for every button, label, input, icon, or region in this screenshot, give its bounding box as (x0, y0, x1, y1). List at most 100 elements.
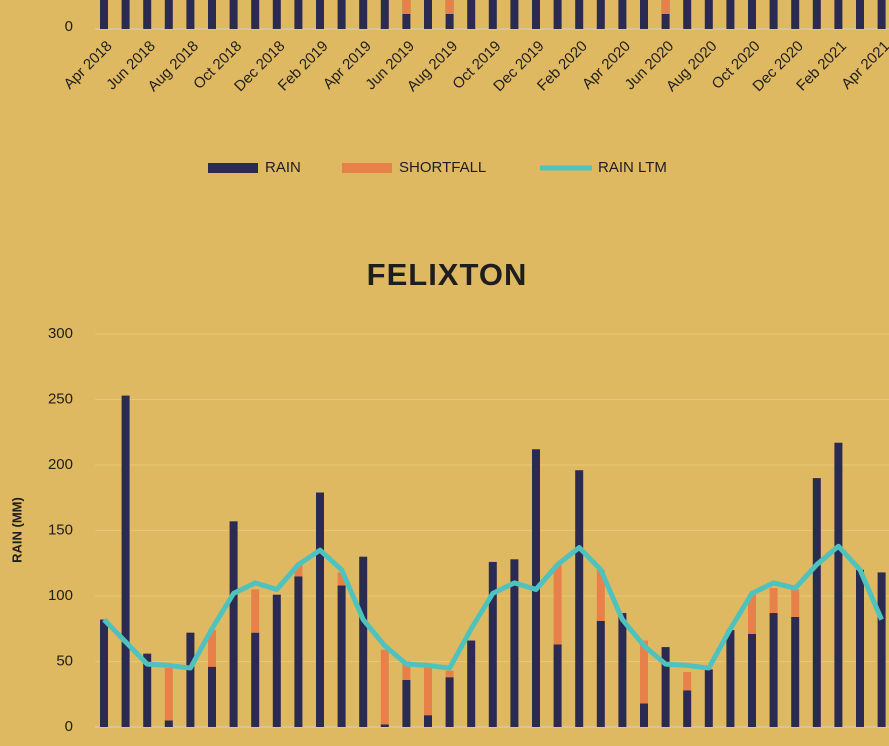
bar-stub (704, 0, 713, 29)
bar (445, 670, 454, 678)
bar-stub (726, 0, 735, 29)
y-tick-label: 0 (65, 18, 73, 35)
bar-stub (661, 0, 670, 14)
bar-stub (445, 0, 454, 29)
bar-stub (553, 0, 562, 29)
bar-stub (748, 0, 756, 29)
bar-stub (661, 0, 670, 29)
chart-title: FELIXTON (367, 257, 528, 292)
bar (208, 630, 216, 667)
bar-stub (208, 0, 216, 29)
bar (294, 564, 303, 577)
bar (164, 668, 173, 721)
bar (359, 556, 368, 727)
bar (856, 569, 864, 727)
bar (748, 594, 756, 634)
bar (704, 669, 713, 727)
bar (640, 640, 648, 704)
bar-stub (143, 0, 152, 29)
bar (337, 572, 346, 586)
bar-stub (791, 0, 800, 29)
bar (186, 632, 195, 727)
bar (445, 677, 454, 727)
bar (510, 559, 519, 727)
bar (380, 649, 389, 725)
bar (424, 665, 432, 716)
y-tick-label: 200 (48, 456, 73, 473)
bar (553, 644, 562, 727)
bar (251, 589, 260, 633)
bar (402, 661, 411, 680)
bar-stub (575, 0, 584, 29)
bar (596, 569, 605, 621)
bar (769, 588, 778, 614)
bar (748, 633, 756, 727)
legend-label: RAIN LTM (598, 159, 667, 176)
bar (424, 715, 432, 727)
bar-stub (769, 0, 778, 29)
bar (380, 724, 389, 727)
bar (316, 492, 324, 727)
y-tick-label: 150 (48, 521, 73, 538)
bar-stub (402, 0, 411, 14)
bar-stub (359, 0, 368, 29)
bar (834, 442, 843, 727)
bar-stub (618, 0, 627, 29)
bar-stub (424, 0, 432, 29)
bar-stub (856, 0, 864, 29)
bar (877, 572, 886, 727)
bar (553, 564, 562, 645)
bar-stub (488, 0, 497, 29)
bar (726, 630, 735, 727)
y-tick-label: 50 (56, 652, 73, 669)
bar (596, 620, 605, 727)
bar-stub (164, 0, 173, 29)
bar-stub (467, 0, 476, 29)
legend-label: RAIN (265, 159, 301, 176)
y-tick-label: 250 (48, 390, 73, 407)
bar (294, 576, 303, 727)
bar-stub (186, 0, 195, 29)
y-tick-label: 100 (48, 587, 73, 604)
bar (229, 521, 238, 727)
bar-stub (596, 0, 605, 29)
bar (618, 613, 627, 727)
bar (661, 647, 670, 727)
bar (683, 671, 692, 691)
y-axis-label: RAIN (MM) (9, 497, 24, 563)
bar-stub (380, 0, 389, 29)
bar-stub (532, 0, 540, 29)
bar (812, 478, 821, 727)
bar (769, 613, 778, 727)
y-tick-label: 0 (65, 718, 73, 735)
bar-stub (683, 0, 692, 29)
bar-stub (337, 0, 346, 29)
bar (164, 720, 173, 727)
bar (121, 395, 130, 727)
bar-stub (445, 0, 454, 14)
bar (402, 679, 411, 727)
ltm-line (102, 543, 884, 671)
bar-stub (834, 0, 843, 29)
bar-stub (251, 0, 260, 29)
bar (791, 589, 800, 617)
legend-label: SHORTFALL (399, 159, 486, 176)
bar-stub (812, 0, 821, 29)
bar (251, 632, 260, 727)
y-tick-label: 300 (48, 325, 73, 342)
bar-stub (316, 0, 324, 29)
bar (640, 703, 648, 727)
bar (467, 640, 476, 727)
bar-stub (294, 0, 303, 29)
bar-stub (100, 0, 108, 29)
bar (208, 666, 216, 727)
bar (488, 561, 497, 727)
bar (791, 616, 800, 727)
bar (337, 585, 346, 727)
bar (272, 594, 281, 727)
bar-stub (121, 0, 130, 29)
bar (100, 619, 108, 727)
bar-stub (640, 0, 648, 29)
